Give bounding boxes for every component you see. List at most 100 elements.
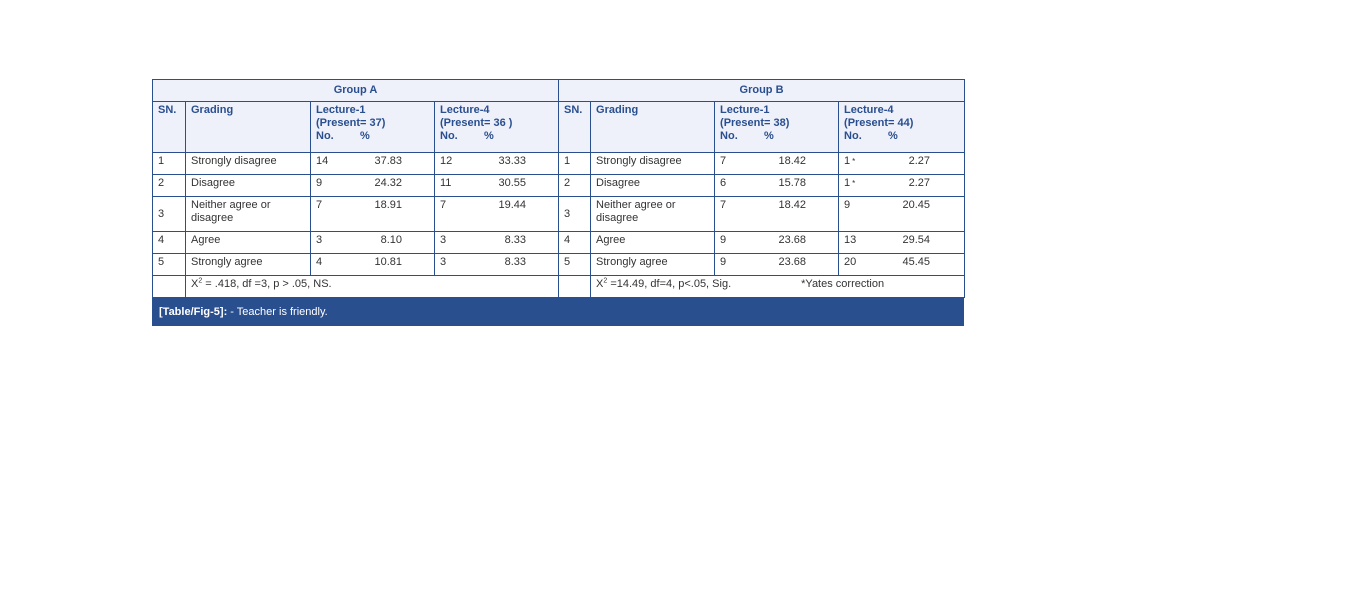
percent-value: 20.45 [902,199,931,211]
percent-value: 18.91 [374,199,402,211]
lecture-4-header-b: Lecture-4 (Present= 44) No.% [838,101,966,153]
sn-cell: 4 [152,231,186,254]
count-value: 7 [720,199,727,211]
caption-label: [Table/Fig-5]: [159,306,228,318]
table-figure: Group A Group B SN. Grading Lecture-1 (P… [151,79,966,326]
value-cell: 9 20.45 [838,196,966,232]
count-value: 3 [440,256,447,268]
grading-cell: Strongly agree [590,253,716,276]
chi-result: =14.49, df=4, p<.05, Sig. [607,278,732,290]
value-cell: 9 24.32 [310,174,435,197]
percent-value: 18.42 [778,155,807,167]
count-value: 3 [316,234,323,246]
table-row: 4 Agree 3 8.10 3 8.33 4 Agree 9 23.68 13 29.… [152,231,966,254]
yates-note: *Yates correction [801,278,885,290]
pct-label: % [764,130,774,142]
lecture-1-header-a: Lecture-1 (Present= 37) No.% [310,101,435,153]
percent-value: 18.42 [778,199,807,211]
grading-cell: Neither agree or disagree [590,196,716,232]
grading-cell: Strongly disagree [185,152,311,175]
count-value: 7 [720,155,727,167]
value-cell: 6 15.78 [714,174,840,197]
count-value: 7 [440,199,447,211]
value-cell: 13 29.54 [838,231,966,254]
grading-cell: Strongly disagree [590,152,716,175]
present-count: (Present= 36 ) [440,117,513,129]
percent-value: 33.33 [498,155,526,167]
no-label: No. [720,130,738,142]
value-cell: 7 19.44 [433,196,560,232]
percent-value: 8.10 [380,234,402,246]
percent-value: 15.78 [778,177,807,189]
count-value: 9 [720,256,727,268]
value-cell: 4 10.81 [310,253,435,276]
sn-cell: 2 [558,174,592,197]
value-cell: 9 23.68 [714,231,840,254]
percent-value: 2.27 [908,177,931,189]
table-row: 5 Strongly agree 4 10.81 3 8.33 5 Strongly… [152,253,966,276]
lecture-title: Lecture-1 [720,104,770,116]
chi-exponent: 2 [198,277,203,285]
table-caption: [Table/Fig-5]: - Teacher is friendly. [152,298,964,326]
count-value: 4 [316,256,323,268]
percent-value: 2.27 [908,155,931,167]
lecture-1-header-b: Lecture-1 (Present= 38) No.% [714,101,840,153]
sn-cell: 3 [152,196,186,232]
percent-value: 10.81 [374,256,402,268]
sn-cell: 1 [152,152,186,175]
chi-result: = .418, df =3, p > .05, NS. [202,278,332,290]
sn-cell: 1 [558,152,592,175]
count-value: 1 [844,155,851,167]
value-cell: 20 45.45 [838,253,966,276]
grading-cell: Agree [185,231,311,254]
value-cell: 11 30.55 [433,174,560,197]
value-cell: 1 * 2.27 [838,174,966,197]
sn-cell: 4 [558,231,592,254]
caption-text: - Teacher is friendly. [227,306,328,318]
percent-value: 23.68 [778,234,807,246]
sn-cell: 5 [152,253,186,276]
lecture-title: Lecture-4 [440,104,490,116]
grading-header-b: Grading [590,101,716,153]
grading-cell: Disagree [590,174,716,197]
pct-label: % [484,130,494,142]
grading-cell: Disagree [185,174,311,197]
present-count: (Present= 38) [720,117,790,129]
sn-cell: 5 [558,253,592,276]
sn-header-b: SN. [558,101,592,153]
table-row: 3 Neither agree or disagree 7 18.91 7 19.4… [152,196,966,232]
count-value: 3 [440,234,447,246]
empty-cell [558,275,592,298]
count-value: 9 [844,199,851,211]
count-value: 20 [844,256,857,268]
value-cell: 3 8.33 [433,253,560,276]
sn-cell: 3 [558,196,592,232]
group-a-header: Group A [151,79,560,102]
count-value: 1 [844,177,851,189]
empty-cell [152,275,186,298]
percent-value: 37.83 [374,155,402,167]
percent-value: 29.54 [902,234,931,246]
yates-marker: * [852,179,856,188]
group-b-header: Group B [558,79,966,102]
value-cell: 3 8.33 [433,231,560,254]
sn-header-a: SN. [152,101,186,153]
present-count: (Present= 37) [316,117,386,129]
grading-cell: Neither agree or disagree [185,196,311,232]
lecture-title: Lecture-1 [316,104,366,116]
percent-value: 30.55 [498,177,526,189]
pct-label: % [888,130,898,142]
no-label: No. [440,130,458,142]
percent-value: 45.45 [902,256,931,268]
value-cell: 14 37.83 [310,152,435,175]
count-value: 6 [720,177,727,189]
pct-label: % [360,130,370,142]
grading-cell: Strongly agree [185,253,311,276]
count-value: 9 [316,177,323,189]
percent-value: 24.32 [374,177,402,189]
count-value: 9 [720,234,727,246]
data-table: Group A Group B SN. Grading Lecture-1 (P… [151,79,966,298]
no-label: No. [316,130,334,142]
value-cell: 3 8.10 [310,231,435,254]
value-cell: 1 * 2.27 [838,152,966,175]
